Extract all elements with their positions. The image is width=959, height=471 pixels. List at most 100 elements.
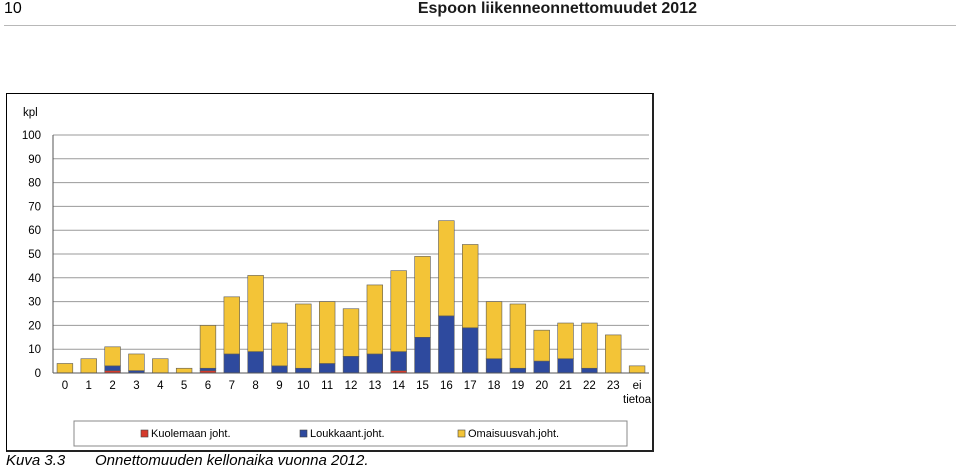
page-number: 10: [4, 0, 22, 17]
x-tick-label: 19: [511, 380, 524, 392]
y-tick-label: 70: [28, 201, 41, 213]
bar-segment: [581, 322, 598, 369]
x-tick-label: 17: [464, 380, 477, 392]
bar-segment: [533, 360, 550, 374]
y-tick-label: 10: [28, 344, 41, 356]
x-tick-label: 5: [181, 380, 187, 392]
bar-segment: [366, 353, 384, 374]
legend-swatch: [457, 429, 466, 438]
bar-segment: [199, 325, 217, 369]
bar-segment: [128, 353, 145, 371]
bar-segment: [414, 337, 431, 374]
bar-segment: [175, 367, 193, 374]
bar-segment: [342, 356, 360, 374]
bar-segment: [557, 322, 574, 360]
x-tick-label: 8: [252, 380, 258, 392]
bar-segment: [152, 358, 169, 374]
x-tick-label: 12: [345, 380, 358, 392]
bar-segment: [605, 334, 622, 374]
x-tick-label: 4: [157, 380, 164, 392]
y-tick-label: 0: [35, 368, 41, 380]
bar-segment: [485, 358, 503, 374]
bar-segment: [485, 301, 503, 360]
y-tick-label: 40: [28, 273, 41, 285]
x-tick-label: 20: [535, 380, 548, 392]
bar-segment: [318, 301, 336, 364]
bar-segment: [509, 367, 527, 374]
legend-label: Omaisuusvah.joht.: [468, 428, 559, 440]
bar-segment: [438, 315, 455, 374]
bar-segment: [56, 363, 74, 374]
bar-segment: [104, 346, 121, 367]
legend-swatch: [140, 429, 149, 438]
x-tick-label: 23: [607, 380, 620, 392]
bar-segment: [247, 351, 264, 374]
gridlines: [53, 134, 649, 374]
x-tick-label: 22: [583, 380, 596, 392]
legend-box: [73, 420, 628, 447]
x-tick-label: 9: [276, 380, 282, 392]
x-tick-label: 3: [133, 380, 139, 392]
y-tick-label: 60: [28, 225, 41, 237]
legend-label: Loukkaant.joht.: [310, 428, 385, 440]
bar-segment: [628, 365, 646, 374]
figure-caption: Kuva 3.3 Onnettomuuden kellonaika vuonna …: [6, 452, 369, 469]
bar-segment: [462, 327, 479, 374]
x-tick-label: tietoa: [623, 394, 652, 406]
bar-segment: [80, 358, 97, 374]
chart-frame: kpl 0 10 20 30 40 50 60 70 80 90 100 0 1 2 3 4 5 6 7 8 9 10 11…: [6, 93, 654, 452]
legend-swatch: [299, 429, 308, 438]
bar-segment: [104, 365, 121, 371]
bar-segment: [271, 365, 288, 374]
y-axis-label: kpl: [23, 107, 38, 119]
x-tick-label: 18: [488, 380, 501, 392]
bar-segment: [295, 367, 312, 374]
legend-label: Kuolemaan joht.: [151, 428, 231, 440]
bar-segment: [581, 367, 598, 374]
bar-segment: [438, 220, 455, 317]
bar-segment: [247, 275, 264, 352]
x-tick-label: 21: [559, 380, 572, 392]
y-tick-label: 50: [28, 249, 41, 261]
bar-segment: [271, 322, 288, 367]
x-tick-label: 0: [62, 380, 68, 392]
bar-segment: [557, 358, 574, 374]
bar-segment: [533, 329, 550, 362]
header-rule: [4, 25, 956, 26]
bar-segment: [318, 363, 336, 374]
caption-number: Kuva 3.3: [6, 452, 66, 469]
caption-text: Onnettomuuden kellonaika vuonna 2012.: [95, 452, 369, 469]
bar-segment: [414, 256, 431, 338]
x-tick-label: 10: [297, 380, 310, 392]
y-tick-label: 80: [28, 178, 41, 190]
bar-segment: [199, 367, 217, 371]
x-tick-label: 11: [321, 380, 333, 392]
x-tick-label: 2: [109, 380, 115, 392]
bar-segment: [390, 351, 407, 371]
bar-segment: [295, 303, 312, 369]
document-title: Espoon liikenneonnettomuudet 2012: [417, 0, 697, 17]
bar-segment: [366, 284, 384, 355]
bar-segment: [509, 303, 527, 369]
y-tick-label: 30: [28, 297, 41, 309]
legend: Kuolemaan joht. Loukkaant.joht. Omaisuusva…: [73, 420, 628, 447]
x-tick-label: 15: [416, 380, 429, 392]
x-tick-label: 14: [392, 380, 405, 392]
y-tick-label: 20: [28, 320, 41, 332]
bar-segment: [342, 308, 360, 357]
y-tick-label: 100: [22, 130, 41, 142]
x-tick-label: 16: [440, 380, 453, 392]
bar-segment: [223, 353, 240, 374]
bar-segment: [462, 244, 479, 329]
y-tick-label: 90: [28, 154, 41, 166]
x-tick-label: 7: [229, 380, 235, 392]
bar-segment: [390, 270, 407, 352]
x-tick-label: 1: [86, 380, 92, 392]
bars: [56, 220, 646, 374]
bar-segment: [223, 296, 240, 355]
x-tick-label: 6: [205, 380, 211, 392]
x-tick-label: ei: [633, 380, 642, 392]
x-tick-label: 13: [368, 380, 381, 392]
